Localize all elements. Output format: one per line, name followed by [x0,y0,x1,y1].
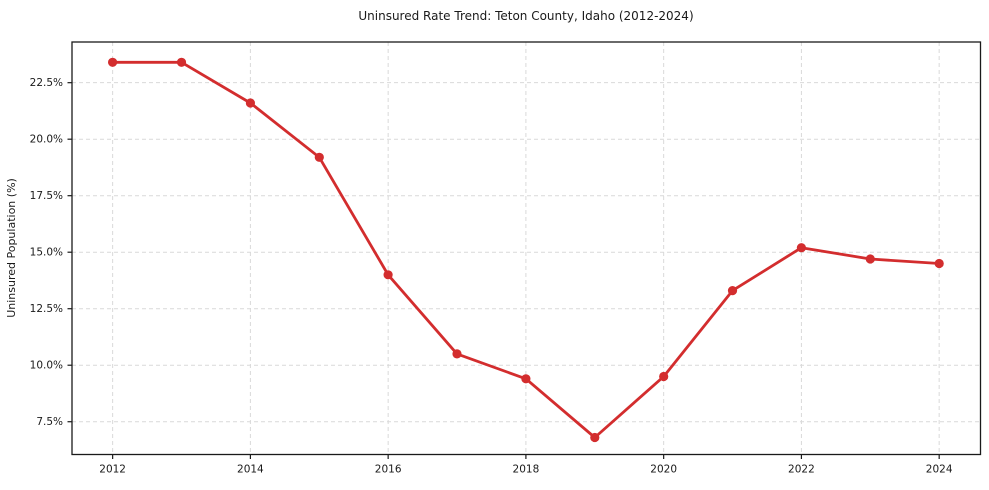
x-tick-label: 2024 [926,464,953,476]
y-tick-label: 20.0% [30,134,63,146]
y-tick-label: 12.5% [30,303,63,315]
y-axis-label: Uninsured Population (%) [5,178,18,318]
y-tick-label: 17.5% [30,190,63,202]
x-tick-label: 2014 [237,464,264,476]
data-point-2016 [383,270,393,280]
y-tick-label: 10.0% [30,360,63,372]
data-point-2018 [521,374,531,384]
data-point-2014 [245,98,255,108]
data-point-2015 [314,152,324,162]
data-point-2017 [452,349,462,359]
data-point-2020 [659,371,669,382]
data-point-2013 [176,57,187,67]
x-tick-label: 2022 [788,464,815,476]
data-point-2024 [934,258,944,269]
x-tick-label: 2016 [375,464,402,476]
y-tick-label: 22.5% [30,77,63,89]
data-point-2022 [796,243,807,253]
chart-title: Uninsured Rate Trend: Teton County, Idah… [358,9,693,23]
x-tick-label: 2020 [650,464,677,476]
chart-plot-area: 2012 2014 2016 2018 2020 2022 2024 7.5% 10.0% 12.… [30,41,982,476]
x-tick-label: 2018 [513,464,540,476]
data-point-2023 [865,254,875,264]
data-point-2019 [590,432,600,443]
data-point-2021 [727,286,738,296]
data-point-2012 [108,57,118,67]
y-tick-label: 7.5% [36,416,63,428]
y-tick-label: 15.0% [30,247,63,259]
x-tick-label: 2012 [99,464,126,476]
